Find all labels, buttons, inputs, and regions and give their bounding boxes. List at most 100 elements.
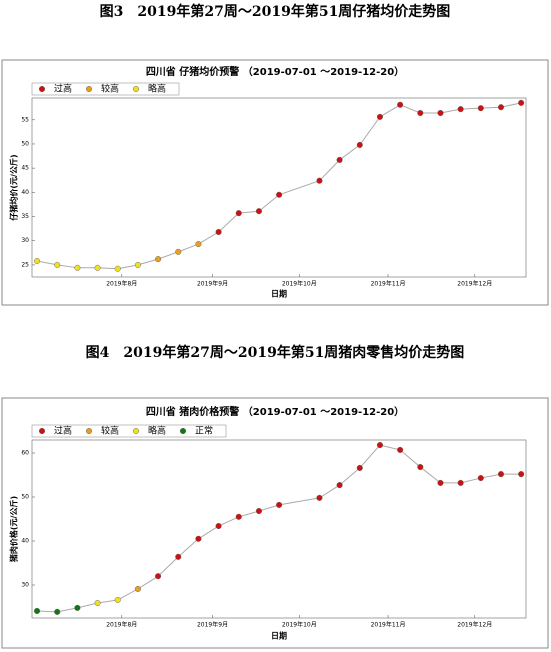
legend-label: 较高: [101, 83, 119, 95]
data-point: [74, 604, 81, 611]
y-axis-label: 仔猪均价(元/公斤): [9, 154, 19, 220]
data-point: [518, 471, 525, 478]
legend-box: [31, 424, 227, 438]
data-point: [417, 109, 424, 116]
y-axis-label: 猪肉价格(元/公斤): [9, 496, 19, 563]
y-tick-label: 40: [21, 189, 29, 196]
data-point: [134, 261, 141, 268]
data-point: [175, 248, 182, 255]
data-point: [74, 264, 81, 271]
plot-area: [31, 439, 527, 619]
legend-label: 略高: [148, 425, 166, 437]
data-point: [336, 156, 343, 163]
legend-label: 正常: [195, 425, 213, 437]
data-point: [356, 141, 363, 148]
x-tick-label: 2019年9月: [197, 621, 228, 629]
data-point: [34, 258, 41, 265]
legend-label: 过高: [54, 425, 72, 437]
y-tick-label: 40: [21, 537, 29, 544]
data-point: [276, 191, 283, 198]
data-point: [376, 113, 383, 120]
data-point: [497, 104, 504, 111]
legend-box: [31, 82, 180, 96]
x-tick-label: 2019年11月: [371, 621, 406, 629]
data-point: [94, 600, 101, 607]
figure-caption: 图4 2019年第27周～2019年第51周猪肉零售均价走势图: [86, 344, 465, 361]
data-point: [195, 535, 202, 542]
legend-label: 略高: [148, 83, 166, 95]
data-point: [54, 261, 61, 268]
x-tick-label: 2019年12月: [457, 280, 492, 288]
x-axis-label: 日期: [271, 631, 287, 641]
price-line: [37, 444, 522, 613]
data-point: [54, 608, 61, 615]
data-point: [457, 479, 464, 486]
data-point: [437, 479, 444, 486]
data-point: [497, 471, 504, 478]
data-point: [94, 264, 101, 271]
data-point: [235, 513, 242, 520]
x-tick-label: 2019年10月: [282, 621, 317, 629]
data-point: [417, 464, 424, 471]
data-point: [155, 256, 162, 263]
y-tick-label: 50: [21, 493, 29, 500]
data-point: [255, 508, 262, 515]
data-point: [215, 229, 222, 236]
chart-title: 四川省 仔猪均价预警 （2019-07-01 ～2019-12-20）: [146, 65, 404, 78]
legend-label: 较高: [101, 425, 119, 437]
data-point: [518, 99, 525, 106]
data-point: [155, 573, 162, 580]
legend-label: 过高: [54, 83, 72, 95]
data-point: [215, 523, 222, 530]
x-tick-label: 2019年9月: [197, 280, 228, 288]
data-point: [477, 475, 484, 482]
data-point: [235, 210, 242, 217]
data-point: [457, 106, 464, 113]
x-axis-label: 日期: [271, 289, 287, 299]
legend-marker: [85, 85, 92, 92]
y-tick-label: 60: [21, 449, 29, 456]
data-point: [437, 109, 444, 116]
data-point: [195, 241, 202, 248]
legend-marker: [85, 428, 92, 435]
x-tick-label: 2019年12月: [457, 621, 492, 629]
y-tick-label: 30: [21, 581, 29, 588]
data-point: [336, 482, 343, 489]
data-point: [397, 446, 404, 453]
data-point: [376, 442, 383, 449]
figure-caption: 图3 2019年第27周～2019年第51周仔猪均价走势图: [100, 3, 451, 20]
y-tick-label: 50: [21, 140, 29, 147]
data-point: [316, 177, 323, 184]
data-point: [34, 607, 41, 614]
chart-title: 四川省 猪肉价格预警 （2019-07-01 ～2019-12-20）: [146, 405, 404, 418]
legend-marker: [39, 85, 46, 92]
data-point: [316, 494, 323, 501]
legend-marker: [132, 428, 139, 435]
data-point: [276, 501, 283, 508]
x-tick-label: 2019年11月: [371, 280, 406, 288]
y-tick-label: 25: [21, 261, 29, 268]
y-tick-label: 45: [21, 165, 29, 172]
data-point: [134, 585, 141, 592]
x-tick-label: 2019年8月: [106, 280, 137, 288]
chart-frame: [1, 59, 549, 306]
plot-area: [31, 97, 527, 278]
y-tick-label: 35: [21, 213, 29, 220]
data-point: [114, 596, 121, 603]
data-point: [356, 464, 363, 471]
data-point: [397, 101, 404, 108]
legend-marker: [179, 428, 186, 435]
data-point: [477, 105, 484, 112]
legend-marker: [132, 85, 139, 92]
data-point: [255, 208, 262, 215]
x-tick-label: 2019年8月: [106, 621, 137, 629]
data-point: [175, 553, 182, 560]
x-tick-label: 2019年10月: [282, 280, 317, 288]
data-point: [114, 265, 121, 272]
legend-marker: [39, 428, 46, 435]
y-tick-label: 30: [21, 237, 29, 244]
chart-frame: [1, 397, 549, 649]
y-tick-label: 55: [21, 116, 29, 123]
price-line: [36, 102, 522, 270]
